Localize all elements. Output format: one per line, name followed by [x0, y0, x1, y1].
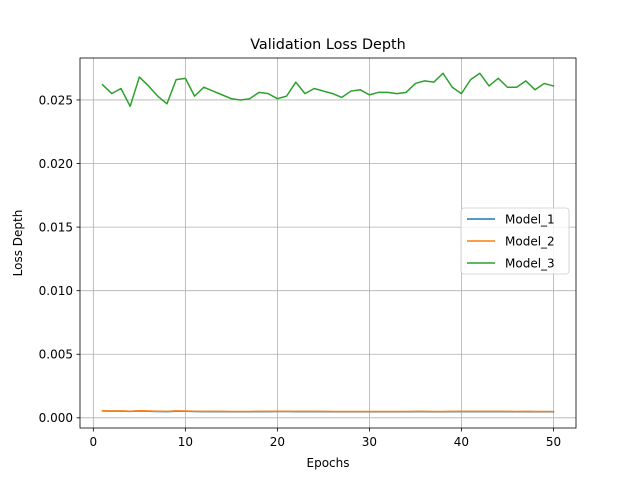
- y-tick-label: 0.005: [39, 348, 73, 362]
- x-tick-label: 50: [546, 435, 561, 449]
- series-lines: [101, 72, 555, 413]
- x-tick-label: 40: [454, 435, 469, 449]
- chart-title: Validation Loss Depth: [250, 37, 406, 53]
- series-line-model-2: [101, 409, 555, 413]
- legend-label: Model_2: [505, 234, 555, 248]
- x-tick-label: 30: [362, 435, 377, 449]
- y-tick-label: 0.020: [39, 157, 73, 171]
- legend-label: Model_1: [505, 212, 555, 226]
- y-tick-label: 0.015: [39, 220, 73, 234]
- x-tick-label: 20: [270, 435, 285, 449]
- y-axis-ticks: 0.000 0.005 0.010 0.015 0.020 0.025: [39, 93, 80, 425]
- legend-box: [460, 207, 570, 275]
- series-line-model-3: [101, 72, 555, 108]
- x-axis-ticks: 0 10 20 30 40 50: [90, 428, 561, 449]
- legend-label: Model_3: [505, 256, 555, 270]
- x-tick-label: 10: [178, 435, 193, 449]
- x-tick-label: 0: [90, 435, 98, 449]
- legend: Model_1 Model_2 Model_3: [460, 207, 570, 275]
- y-tick-label: 0.000: [39, 411, 73, 425]
- y-axis-label: Loss Depth: [11, 210, 25, 277]
- y-tick-label: 0.025: [39, 93, 73, 107]
- x-axis-label: Epochs: [307, 456, 350, 470]
- plot-frame: [79, 57, 577, 429]
- y-tick-label: 0.010: [39, 284, 73, 298]
